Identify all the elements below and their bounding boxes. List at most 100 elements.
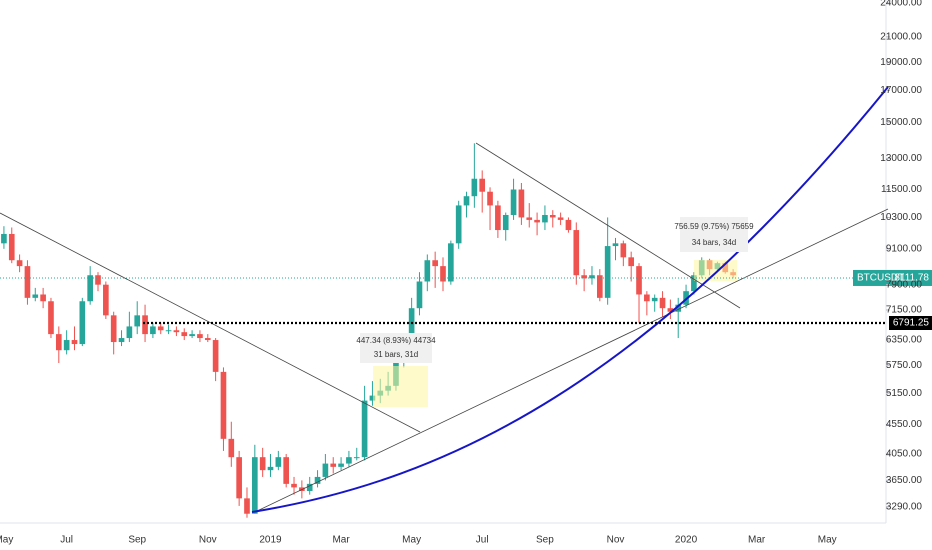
candle-body xyxy=(1,233,7,244)
candle-body xyxy=(487,191,493,206)
candle-body xyxy=(424,260,431,282)
candle-body xyxy=(322,463,329,477)
candle-body xyxy=(95,275,101,285)
candle-body xyxy=(118,338,125,343)
candle-body xyxy=(369,395,376,401)
candle-body xyxy=(126,326,133,339)
last-price-label: 8111.78 xyxy=(894,273,929,284)
candle-body xyxy=(675,304,682,312)
candle-body xyxy=(283,457,290,484)
candle-body xyxy=(16,260,23,267)
candle-body xyxy=(620,243,627,258)
y-tick-label: 15000.00 xyxy=(880,117,922,128)
candle-body xyxy=(150,326,156,335)
y-tick-label: 6350.00 xyxy=(886,335,923,346)
y-tick-label: 3290.00 xyxy=(886,501,923,512)
candle-body xyxy=(142,315,148,335)
candle-body xyxy=(197,334,203,339)
candle-body xyxy=(628,257,634,267)
x-tick-label: Sep xyxy=(128,535,146,546)
candle-body xyxy=(581,275,587,279)
x-tick-label: Nov xyxy=(199,535,217,546)
annotation-text: 31 bars, 31d xyxy=(374,350,418,359)
x-tick-label: Nov xyxy=(607,535,625,546)
trendline xyxy=(475,142,741,309)
y-tick-label: 4550.00 xyxy=(886,419,923,430)
candle-body xyxy=(479,178,486,192)
candle-body xyxy=(48,301,54,335)
candle-body xyxy=(534,219,540,223)
candle-body xyxy=(644,294,650,302)
annotation-text: 34 bars, 34d xyxy=(692,238,736,247)
candle-body xyxy=(165,330,172,332)
candle-body xyxy=(455,205,462,244)
candle-body xyxy=(306,483,313,492)
x-tick-label: 2020 xyxy=(675,535,698,546)
candle-body xyxy=(173,330,180,333)
candle-body xyxy=(612,243,619,247)
annotation-box xyxy=(680,217,748,252)
candle-body xyxy=(8,233,15,261)
x-tick-label: May xyxy=(0,535,13,546)
candle-body xyxy=(275,457,282,467)
annotation-text: 756.59 (9.75%) 75659 xyxy=(674,222,754,231)
candle-body xyxy=(314,476,321,484)
candle-body xyxy=(267,466,274,471)
y-tick-label: 24000.00 xyxy=(880,0,922,9)
candle-body xyxy=(244,498,250,514)
y-tick-label: 5150.00 xyxy=(886,388,923,399)
y-tick-label: 3650.00 xyxy=(886,475,923,486)
trendline xyxy=(254,208,889,513)
candle-body xyxy=(220,371,227,439)
candle-body xyxy=(471,178,478,197)
y-tick-label: 4050.00 xyxy=(886,449,923,460)
y-tick-label: 11500.00 xyxy=(881,184,922,195)
candle-body xyxy=(526,217,533,220)
candle-body xyxy=(448,243,454,282)
candle-body xyxy=(361,400,368,458)
candle-body xyxy=(291,483,297,488)
y-tick-label: 13000.00 xyxy=(880,153,922,164)
candle-body xyxy=(212,340,219,372)
candle-body xyxy=(651,297,658,302)
measure-box xyxy=(373,366,428,407)
y-tick-label: 7150.00 xyxy=(886,305,923,316)
candle-body xyxy=(463,196,470,206)
symbol-label: BTCUSDT xyxy=(857,273,904,284)
y-tick-label: 9100.00 xyxy=(886,243,923,254)
curve xyxy=(251,86,889,513)
price-label-box xyxy=(853,269,932,286)
candle-body xyxy=(502,214,509,231)
annotation-text: 447.34 (8.93%) 44734 xyxy=(356,336,436,345)
candle-body xyxy=(252,457,258,514)
candle-body xyxy=(71,340,78,345)
candle-body xyxy=(691,275,697,292)
candle-body xyxy=(32,294,39,298)
candle-body xyxy=(636,266,642,295)
x-tick-label: Jul xyxy=(60,535,73,546)
candle-body xyxy=(181,332,188,337)
candle-body xyxy=(518,189,525,218)
candle-body xyxy=(510,189,517,215)
x-tick-label: May xyxy=(818,535,837,546)
candle-body xyxy=(330,463,337,467)
annotation-box xyxy=(360,333,432,363)
candle-body xyxy=(228,438,235,458)
x-tick-label: May xyxy=(402,535,421,546)
candle-body xyxy=(353,457,360,459)
measure-box xyxy=(694,260,737,281)
y-tick-label: 5750.00 xyxy=(886,360,923,371)
candle-body xyxy=(110,315,117,343)
candle-body xyxy=(659,297,666,309)
x-tick-label: Jul xyxy=(476,535,489,546)
candle-body xyxy=(134,315,141,327)
candle-body xyxy=(573,230,580,276)
trendline xyxy=(0,212,421,433)
y-tick-label: 21000.00 xyxy=(880,32,922,43)
candle-body xyxy=(103,284,109,316)
y-tick-label: 19000.00 xyxy=(880,57,922,68)
x-tick-label: Mar xyxy=(332,535,350,546)
candle-body xyxy=(338,463,344,467)
candle-body xyxy=(416,281,423,309)
candle-body xyxy=(55,334,62,351)
